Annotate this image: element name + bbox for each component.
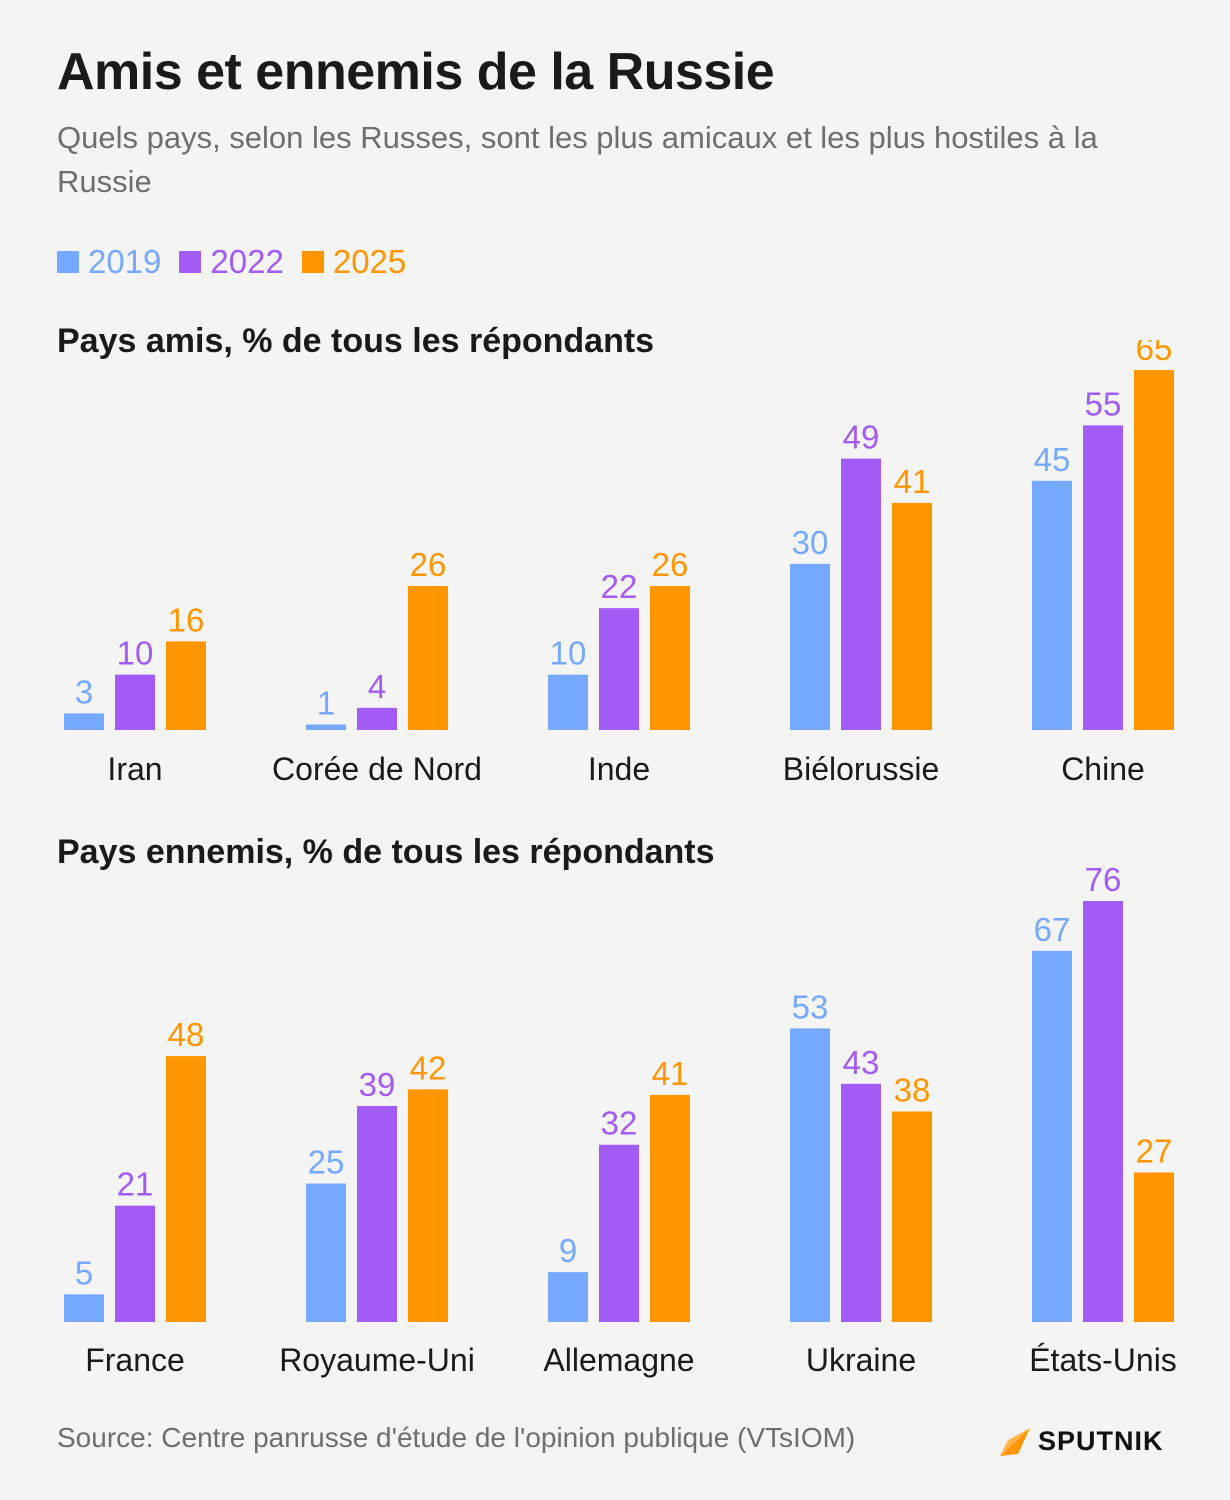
- sputnik-logo: SPUTNIK: [998, 1422, 1164, 1460]
- data-label-iran-2025: 16: [168, 601, 205, 638]
- bar-inde-2022: [599, 608, 639, 730]
- legend-label-2019: 2019: [88, 243, 162, 280]
- category-label-inde: Inde: [588, 751, 650, 787]
- data-label-chine-2019: 45: [1034, 441, 1071, 478]
- bar-france-2019: [64, 1294, 104, 1322]
- bar-ukraine-2019: [790, 1028, 830, 1322]
- logo-text: SPUTNIK: [1038, 1425, 1164, 1456]
- chart-friends: 3 10 16 Iran 1 4 26 Corée de Nord 10 22 26 Inde 30 49…: [64, 340, 1174, 787]
- data-label-allemagne-2025: 41: [652, 1055, 689, 1092]
- category-label-chine: Chine: [1061, 751, 1145, 787]
- bar-france-2025: [166, 1056, 206, 1322]
- bar-inde-2025: [650, 586, 690, 730]
- bar-iran-2022: [115, 674, 155, 730]
- data-label-etats-unis-2022: 76: [1085, 861, 1122, 898]
- legend-item-2022: 2022: [179, 243, 284, 281]
- legend-swatch-2025: [301, 251, 324, 273]
- data-label-france-2025: 48: [168, 1016, 205, 1053]
- data-label-bielorussie-2022: 49: [843, 419, 880, 456]
- data-label-bielorussie-2019: 30: [792, 524, 829, 561]
- bar-inde-2019: [548, 674, 588, 730]
- bar-iran-2025: [166, 641, 206, 730]
- data-label-chine-2022: 55: [1085, 385, 1122, 422]
- data-label-iran-2022: 10: [117, 635, 154, 672]
- bar-coree-de-nord-2022: [357, 707, 397, 730]
- bar-allemagne-2025: [650, 1094, 690, 1322]
- bar-etats-unis-2022: [1083, 901, 1123, 1322]
- chart-title-enemies: Pays ennemis, % de tous les répondants: [57, 833, 715, 871]
- data-label-coree-de-nord-2025: 26: [410, 546, 447, 583]
- data-label-inde-2019: 10: [550, 635, 587, 672]
- data-label-ukraine-2025: 38: [894, 1072, 931, 1109]
- page-subtitle: Quels pays, selon les Russes, sont les p…: [57, 120, 1098, 199]
- bar-etats-unis-2025: [1134, 1172, 1174, 1322]
- data-label-iran-2019: 3: [75, 673, 93, 710]
- legend-item-2019: 2019: [57, 243, 161, 281]
- bar-chine-2022: [1083, 425, 1123, 730]
- bar-france-2022: [115, 1205, 155, 1322]
- category-label-ukraine: Ukraine: [806, 1342, 916, 1378]
- bar-coree-de-nord-2025: [408, 586, 448, 730]
- legend-swatch-2022: [179, 251, 202, 273]
- legend: 2019 2022 2025: [57, 242, 424, 282]
- bar-iran-2019: [64, 713, 104, 730]
- data-label-inde-2025: 26: [652, 546, 689, 583]
- category-label-etats-unis: États-Unis: [1029, 1342, 1177, 1378]
- data-label-ukraine-2022: 43: [843, 1044, 880, 1081]
- page-title: Amis et ennemis de la Russie: [57, 43, 775, 101]
- category-label-iran: Iran: [107, 751, 162, 787]
- data-label-etats-unis-2025: 27: [1136, 1132, 1173, 1169]
- data-label-etats-unis-2019: 67: [1034, 911, 1071, 948]
- bar-ukraine-2025: [892, 1111, 932, 1322]
- bar-bielorussie-2019: [790, 563, 830, 730]
- chart-enemies: 5 21 48 France 25 39 42 Royaume-Uni 9 32 41 Allemag…: [64, 861, 1177, 1378]
- data-label-bielorussie-2025: 41: [894, 463, 931, 500]
- source-note: Source: Centre panrusse d'étude de l'opi…: [57, 1422, 856, 1453]
- category-label-france: France: [85, 1342, 185, 1378]
- data-label-france-2019: 5: [75, 1254, 93, 1291]
- data-label-chine-2025: 65: [1136, 340, 1173, 367]
- data-label-royaume-uni-2022: 39: [359, 1066, 396, 1103]
- data-label-coree-de-nord-2019: 1: [317, 684, 335, 721]
- bar-chine-2019: [1032, 480, 1072, 730]
- data-label-coree-de-nord-2022: 4: [368, 668, 386, 705]
- data-label-france-2022: 21: [117, 1166, 154, 1203]
- bar-coree-de-nord-2019: [306, 724, 346, 730]
- bar-etats-unis-2019: [1032, 950, 1072, 1322]
- data-label-allemagne-2022: 32: [601, 1105, 638, 1142]
- bar-chine-2025: [1134, 370, 1174, 730]
- category-label-coree-de-nord: Corée de Nord: [272, 751, 482, 787]
- legend-label-2022: 2022: [210, 243, 284, 280]
- bar-bielorussie-2025: [892, 502, 932, 730]
- data-label-ukraine-2019: 53: [792, 988, 829, 1025]
- legend-swatch-2019: [57, 251, 79, 273]
- bar-royaume-uni-2025: [408, 1089, 448, 1322]
- chart-title-friends: Pays amis, % de tous les répondants: [57, 322, 655, 360]
- legend-label-2025: 2025: [332, 243, 407, 280]
- bar-allemagne-2019: [548, 1272, 588, 1322]
- data-label-inde-2022: 22: [601, 568, 638, 605]
- data-label-royaume-uni-2025: 42: [410, 1049, 447, 1086]
- sputnik-arrow-icon: [1000, 1428, 1030, 1456]
- category-label-royaume-uni: Royaume-Uni: [279, 1342, 475, 1378]
- bar-bielorussie-2022: [841, 458, 881, 730]
- bar-allemagne-2022: [599, 1144, 639, 1322]
- bar-royaume-uni-2022: [357, 1105, 397, 1322]
- data-label-allemagne-2019: 9: [559, 1232, 577, 1269]
- bar-ukraine-2022: [841, 1083, 881, 1322]
- category-label-bielorussie: Biélorussie: [783, 751, 940, 787]
- bar-royaume-uni-2019: [306, 1183, 346, 1322]
- data-label-royaume-uni-2019: 25: [308, 1144, 345, 1181]
- category-label-allemagne: Allemagne: [543, 1342, 694, 1378]
- legend-item-2025: 2025: [301, 243, 407, 281]
